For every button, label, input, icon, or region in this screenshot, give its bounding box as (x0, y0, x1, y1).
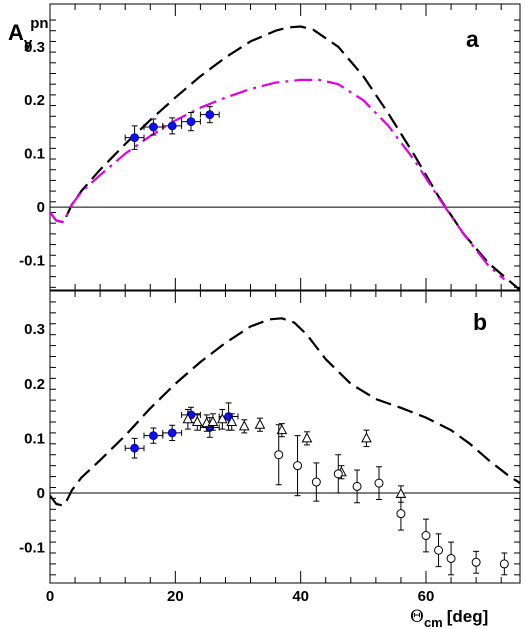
marker-open-circle (396, 509, 406, 519)
marker-filled-circle (148, 122, 158, 132)
marker-filled-circle (167, 428, 177, 438)
panel-b-point-open-circle (374, 466, 384, 500)
marker-open-circle (499, 559, 509, 569)
y-axis-title: Ay pn (8, 15, 49, 52)
x-axis-title-main: Θ (410, 607, 424, 627)
panel-b-point-open-triangle (301, 431, 313, 446)
panel-a-curve-2 (50, 78, 506, 281)
panel-b-point-open-circle (434, 533, 444, 568)
panel-a: -0.1 0 0.1 0.2 0.3 a (19, 3, 521, 291)
panel-b-point-open-triangle (207, 413, 219, 431)
panel-a-y-tick-label: 0.3 (24, 39, 45, 56)
panel-b-point-filled-circle (162, 424, 183, 442)
panel-b-label: b (473, 309, 487, 335)
marker-open-circle (274, 450, 284, 460)
marker-open-circle (374, 478, 384, 488)
marker-open-triangle (276, 424, 288, 435)
panel-b-point-open-triangle (361, 429, 372, 448)
panel-a-frame (49, 3, 521, 291)
marker-open-triangle (191, 415, 203, 426)
panel-b-point-open-triangle (217, 408, 228, 430)
marker-open-circle (446, 553, 456, 563)
marker-open-triangle (361, 432, 372, 443)
panel-b-point-open-circle (293, 435, 303, 497)
panel-b-point-open-triangle (238, 419, 250, 434)
x-axis-title-sub: cm (424, 615, 443, 629)
x-axis-title-unit: [deg] (447, 607, 489, 626)
marker-open-circle (333, 469, 343, 479)
panel-b-point-open-circle (352, 469, 362, 504)
panel-b-point-filled-circle (143, 427, 164, 444)
panel-b-point-open-triangle (254, 417, 266, 432)
marker-open-circle (421, 531, 431, 541)
marker-open-triangle (226, 415, 238, 426)
marker-open-circle (471, 557, 481, 567)
panel-b-point-filled-circle (124, 437, 145, 459)
y-axis-title-main: A (8, 20, 24, 45)
panel-a-point-filled-circle (143, 118, 164, 136)
panel-a-y-tick-label: 0.1 (24, 146, 45, 163)
marker-open-circle (352, 481, 362, 491)
panel-a-point-filled-circle (124, 125, 145, 150)
panel-b: -0.1 0 0.1 0.2 0.3 0 20 40 60 b (19, 290, 521, 605)
marker-open-triangle (238, 420, 250, 431)
marker-filled-circle (130, 133, 140, 143)
panel-b-point-open-triangle (276, 423, 288, 438)
panel-a-label: a (466, 26, 479, 52)
panel-b-point-open-triangle (191, 413, 203, 431)
marker-open-circle (434, 545, 444, 555)
panel-b-y-tick-label: 0.3 (24, 321, 45, 338)
marker-open-triangle (182, 413, 194, 424)
marker-filled-circle (148, 431, 158, 441)
marker-filled-circle (186, 117, 196, 127)
marker-open-triangle (301, 432, 313, 443)
marker-filled-circle (167, 121, 177, 131)
y-axis-title-sub: y (24, 35, 33, 52)
marker-open-circle (293, 461, 303, 471)
panel-b-y-tick-label: -0.1 (19, 540, 45, 557)
panel-b-x-tick-label: 20 (167, 588, 184, 605)
panel-b-point-open-circle (274, 424, 284, 486)
panel-a-point-filled-circle (199, 106, 220, 124)
marker-open-triangle (254, 418, 266, 429)
panel-b-y-tick-label: 0.1 (24, 430, 45, 447)
panel-b-curve-1 (50, 317, 520, 507)
panel-b-point-open-circle (311, 462, 321, 502)
panel-b-y-tick-label: 0.2 (24, 376, 45, 393)
panel-a-point-filled-circle (162, 117, 183, 135)
panel-b-point-open-circle (333, 454, 343, 494)
panel-b-point-open-triangle (226, 413, 238, 431)
panel-b-point-open-circle (471, 550, 481, 574)
panel-b-point-open-circle (499, 552, 509, 576)
panel-a-y-tick-label: 0 (37, 199, 45, 216)
marker-open-triangle (217, 413, 228, 424)
y-axis-title-sup: pn (30, 15, 48, 32)
panel-a-y-tick-label: -0.1 (19, 253, 45, 270)
panel-b-y-tick-label: 0 (37, 485, 45, 502)
panel-b-x-tick-label: 0 (46, 588, 54, 605)
panel-b-point-open-triangle (182, 408, 194, 430)
panel-b-x-tick-label: 40 (292, 588, 309, 605)
marker-open-triangle (207, 415, 219, 426)
panel-b-point-open-circle (396, 496, 406, 531)
marker-filled-circle (130, 443, 140, 453)
panel-a-point-filled-circle (181, 112, 201, 132)
panel-b-point-open-circle (421, 518, 431, 553)
x-axis-title: Θcm [deg] (410, 607, 488, 629)
panel-a-y-tick-label: 0.2 (24, 92, 45, 109)
panel-b-x-tick-label: 60 (418, 588, 435, 605)
marker-filled-circle (205, 110, 215, 120)
panel-b-point-open-circle (446, 541, 456, 576)
panel-b-frame (49, 290, 521, 584)
marker-open-circle (311, 477, 321, 487)
panel-b-point-filled-circle (199, 417, 220, 438)
